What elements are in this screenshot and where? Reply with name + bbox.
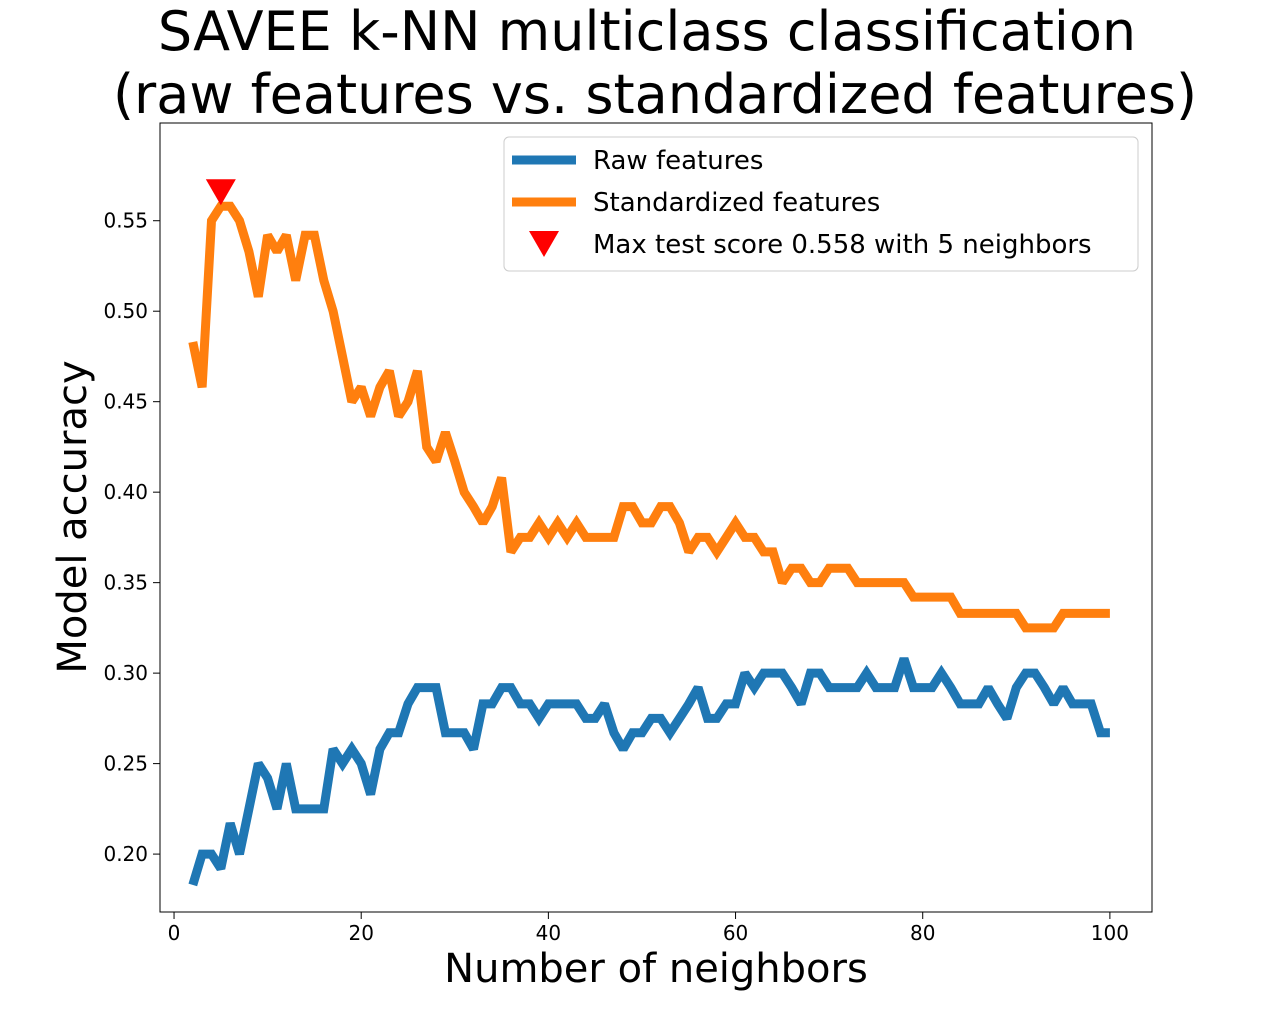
- chart-title-line-2: (raw features vs. standardized features): [113, 63, 1197, 126]
- max-score-marker: [205, 179, 236, 206]
- x-tick-label: 20: [348, 921, 373, 945]
- chart-title-line-1: SAVEE k-NN multiclass classification: [158, 0, 1136, 63]
- x-tick-label: 40: [536, 921, 561, 945]
- x-tick-label: 0: [168, 921, 181, 945]
- y-tick-label: 0.45: [103, 390, 148, 414]
- y-tick-label: 0.25: [103, 752, 148, 776]
- y-tick-label: 0.35: [103, 571, 148, 595]
- series-layer: [188, 201, 1110, 887]
- legend-label-standardized-features: Standardized features: [593, 188, 880, 218]
- axis-ticks: 0 20 40 60 80 100 0.20 0.25 0.30 0.35 0.40 0.45 0.50…: [103, 209, 1129, 945]
- legend: Raw features Standardized features Max tes…: [503, 136, 1139, 272]
- legend-label-raw-features: Raw features: [593, 146, 763, 176]
- y-tick-label: 0.55: [103, 209, 148, 233]
- y-tick-label: 0.30: [103, 661, 148, 685]
- legend-box: [503, 136, 1139, 272]
- y-tick-label: 0.20: [103, 842, 148, 866]
- x-tick-label: 100: [1091, 921, 1129, 945]
- series-line-raw-features: [188, 657, 1110, 887]
- marker-layer: [205, 179, 236, 206]
- legend-swatch-max-score: [529, 231, 559, 257]
- legend-label-max-score: Max test score 0.558 with 5 neighbors: [593, 230, 1092, 260]
- series-line-standardized-features: [188, 201, 1110, 633]
- x-axis-label: Number of neighbors: [444, 946, 868, 992]
- y-axis-label: Model accuracy: [50, 360, 96, 673]
- y-tick-label: 0.50: [103, 299, 148, 323]
- x-tick-label: 60: [723, 921, 748, 945]
- x-tick-label: 80: [910, 921, 935, 945]
- y-tick-label: 0.40: [103, 480, 148, 504]
